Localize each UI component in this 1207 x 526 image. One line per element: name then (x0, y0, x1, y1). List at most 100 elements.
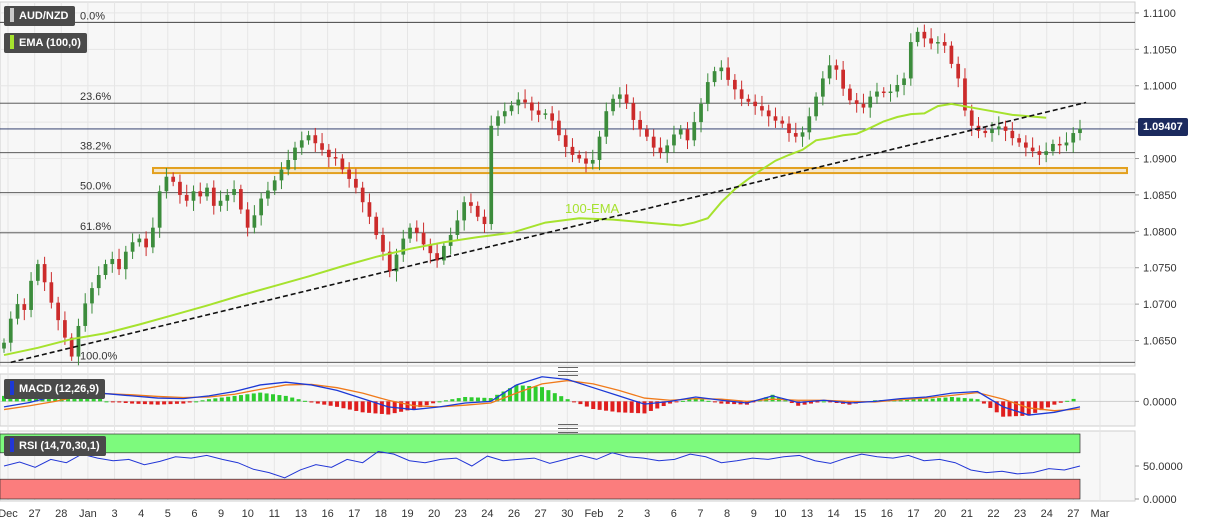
macd-histogram-bar (347, 401, 352, 410)
macd-histogram-bar (296, 399, 301, 402)
x-tick-label: 18 (375, 508, 387, 520)
ema-label[interactable]: EMA (100,0) (4, 33, 87, 53)
candle-body (902, 78, 906, 85)
macd-histogram-bar (552, 393, 557, 402)
macd-histogram-bar (802, 401, 807, 405)
macd-histogram-bar (341, 401, 346, 409)
candle-body (875, 91, 879, 97)
y-tick-label: 1.0750 (1143, 263, 1177, 275)
candle-body (780, 120, 785, 124)
symbol-label[interactable]: AUD/NZD (4, 6, 75, 26)
x-tick-label: 4 (138, 508, 144, 520)
candle-body (963, 78, 967, 111)
candle-body (144, 238, 148, 248)
macd-histogram-bar (488, 398, 493, 402)
macd-histogram-bar (994, 401, 999, 413)
pane-resize-handle-rsi[interactable] (558, 424, 578, 433)
candle-body (699, 103, 703, 123)
x-tick-label: 10 (242, 508, 254, 520)
macd-histogram-bar (1071, 398, 1076, 402)
candle-body (678, 129, 683, 135)
candle-body (584, 158, 588, 164)
candle-body (651, 136, 656, 148)
candle-body (739, 89, 744, 99)
y-tick-label: 1.1000 (1143, 81, 1177, 93)
candle-body (1010, 130, 1015, 139)
candle-body (252, 215, 257, 228)
candles (2, 24, 1082, 366)
macd-histogram-bar (828, 401, 833, 403)
x-tick-label: 16 (321, 508, 333, 520)
candle-body (665, 145, 670, 153)
candle-body (834, 65, 839, 70)
candle-body (320, 143, 324, 150)
candle-body (130, 242, 135, 252)
rsi-label[interactable]: RSI (14,70,30,1) (4, 436, 106, 456)
rsi-overbought-zone (0, 433, 1081, 454)
ema-polyline (3, 102, 1047, 357)
macd-histogram-bar (725, 401, 730, 404)
candle-body (631, 103, 636, 120)
candle-body (685, 129, 690, 141)
candle-body (414, 227, 419, 233)
macd-histogram-bar (232, 395, 237, 402)
macd-histogram-bar (719, 401, 724, 404)
candle-body (259, 198, 264, 216)
fib-label: 100.0% (80, 350, 118, 362)
x-tick-label: Mar (1091, 508, 1110, 520)
macd-histogram-bar (1052, 401, 1057, 405)
candle-body (374, 216, 379, 235)
macd-histogram-bar (1045, 401, 1050, 408)
candle-body (164, 176, 169, 192)
candle-body (90, 288, 94, 304)
macd-histogram-bar (680, 400, 685, 402)
macd-histogram-bar (335, 401, 340, 407)
macd-histogram-bar (616, 401, 621, 413)
candle-body (563, 135, 568, 147)
candle-body (49, 282, 54, 303)
candle-body (570, 146, 575, 155)
candle-body (157, 191, 162, 228)
macd-histogram-bar (379, 401, 384, 414)
macd-histogram-bar (149, 401, 154, 405)
macd-label[interactable]: MACD (12,26,9) (4, 379, 106, 399)
macd-histogram-bar (174, 401, 179, 404)
fib-label: 50.0% (80, 181, 111, 193)
x-tick-label: 22 (987, 508, 999, 520)
macd-histogram-bar (187, 401, 192, 403)
y-tick-label: 1.0850 (1143, 190, 1177, 202)
y-tick-label: 1.1050 (1143, 44, 1177, 56)
candle-body (773, 116, 778, 121)
candle-body (35, 264, 40, 281)
macd-histogram-bar (668, 401, 673, 404)
macd-histogram-bar (559, 396, 564, 402)
candle-body (482, 216, 487, 225)
macd-histogram-bar (642, 401, 647, 414)
candle-body (692, 122, 697, 141)
candle-body (516, 99, 521, 106)
ema-annotation: 100-EMA (565, 201, 620, 216)
macd-histogram-bar (1058, 401, 1063, 403)
macd-histogram-bar (162, 401, 167, 405)
macd-histogram-bar (796, 401, 801, 406)
x-tick-label: 6 (191, 508, 197, 520)
macd-histogram-bar (507, 388, 512, 402)
macd-histogram-bar (251, 393, 256, 402)
x-tick-label: 7 (697, 508, 703, 520)
macd-histogram-bar (1013, 401, 1018, 417)
candle-body (1051, 143, 1055, 152)
macd-histogram-bar (155, 401, 160, 405)
macd-histogram-bar (303, 400, 308, 402)
candle-body (333, 157, 338, 159)
x-tick-label: 27 (1067, 508, 1079, 520)
macd-histogram-bar (322, 401, 327, 405)
candle-body (2, 342, 6, 349)
candle-body (604, 111, 609, 137)
candle-body (733, 79, 737, 90)
candle-body (990, 129, 994, 134)
macd-histogram-bar (578, 401, 583, 405)
macd-histogram-bar (591, 401, 596, 410)
candle-body (117, 258, 121, 270)
pane-resize-handle-macd[interactable] (558, 367, 578, 376)
candle-body (96, 275, 101, 289)
